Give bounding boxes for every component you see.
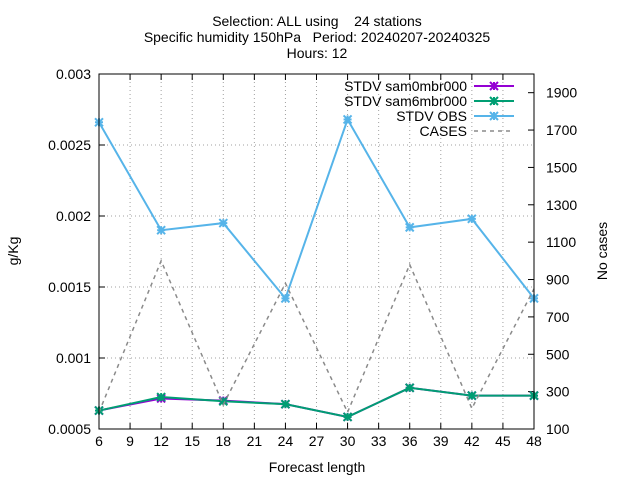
x-tick-label: 45 xyxy=(495,433,511,449)
data-point xyxy=(342,412,353,422)
x-tick-label: 30 xyxy=(340,433,356,449)
x-tick-label: 6 xyxy=(95,433,103,449)
chart-title-line-2: Specific humidity 150hPa Period: 2024020… xyxy=(144,29,491,45)
data-point xyxy=(467,214,477,224)
y2-tick-label: 1100 xyxy=(546,234,576,250)
y-tick-label: 0.001 xyxy=(56,350,91,366)
y2-tick-label: 300 xyxy=(546,384,570,400)
y2-tick-label: 1500 xyxy=(546,159,577,175)
y2-axis-label: No cases xyxy=(594,222,610,280)
y2-tick-label: 500 xyxy=(546,346,570,362)
y2-tick-label: 1700 xyxy=(546,122,577,138)
y2-tick-label: 1900 xyxy=(546,85,577,101)
data-point xyxy=(156,225,166,235)
data-point xyxy=(218,218,228,228)
y-axis-label: g/Kg xyxy=(5,237,21,266)
plot-border xyxy=(98,73,535,430)
axis-tick-labels: 6 9 12 15 18 21 24 27 30 33 36 39 42 45 48 0.0005 0.001 0… xyxy=(48,66,577,449)
series-line-3 xyxy=(98,117,535,301)
legend-label: STDV OBS xyxy=(396,108,467,124)
legend-marker xyxy=(489,111,499,121)
x-tick-label: 24 xyxy=(278,433,294,449)
x-tick-label: 48 xyxy=(526,433,542,449)
series-line-2 xyxy=(98,386,534,418)
x-axis-label: Forecast length xyxy=(269,459,366,475)
data-point xyxy=(405,383,415,393)
y-tick-label: 0.0005 xyxy=(48,421,91,437)
chart-title-line-1: Selection: ALL using 24 stations xyxy=(212,13,422,29)
x-tick-label: 36 xyxy=(402,433,418,449)
y2-tick-label: 900 xyxy=(546,272,570,288)
y-tick-label: 0.002 xyxy=(56,208,91,224)
data-point xyxy=(156,392,166,402)
data-point xyxy=(280,399,291,409)
y2-tick-label: 700 xyxy=(546,309,570,325)
x-tick-label: 21 xyxy=(247,433,263,449)
data-point xyxy=(405,222,415,233)
y2-tick-label: 100 xyxy=(546,421,570,437)
x-tick-label: 9 xyxy=(126,433,134,449)
legend-label: STDV sam6mbr000 xyxy=(344,93,467,109)
x-tick-label: 33 xyxy=(371,433,387,449)
y-tick-label: 0.0025 xyxy=(48,137,91,153)
chart-title-line-3: Hours: 12 xyxy=(287,45,348,61)
y2-tick-label: 1300 xyxy=(546,197,577,213)
y-tick-label: 0.0015 xyxy=(48,279,91,295)
x-tick-label: 18 xyxy=(215,433,231,449)
legend-label: CASES xyxy=(420,123,467,139)
x-tick-label: 42 xyxy=(464,433,480,449)
x-tick-label: 39 xyxy=(433,433,449,449)
y-tick-label: 0.003 xyxy=(56,66,91,82)
data-point xyxy=(467,390,477,401)
axis-ticks xyxy=(98,73,535,430)
grid xyxy=(99,74,534,429)
x-tick-label: 15 xyxy=(184,433,200,449)
series-line-4 xyxy=(98,258,535,415)
series-lines xyxy=(94,114,539,422)
data-point xyxy=(342,114,353,125)
x-tick-label: 27 xyxy=(309,433,325,449)
legend-marker xyxy=(489,96,499,106)
x-tick-label: 12 xyxy=(153,433,169,449)
legend-marker xyxy=(489,81,499,91)
legend-label: STDV sam0mbr000 xyxy=(344,78,467,94)
data-point xyxy=(280,293,291,304)
